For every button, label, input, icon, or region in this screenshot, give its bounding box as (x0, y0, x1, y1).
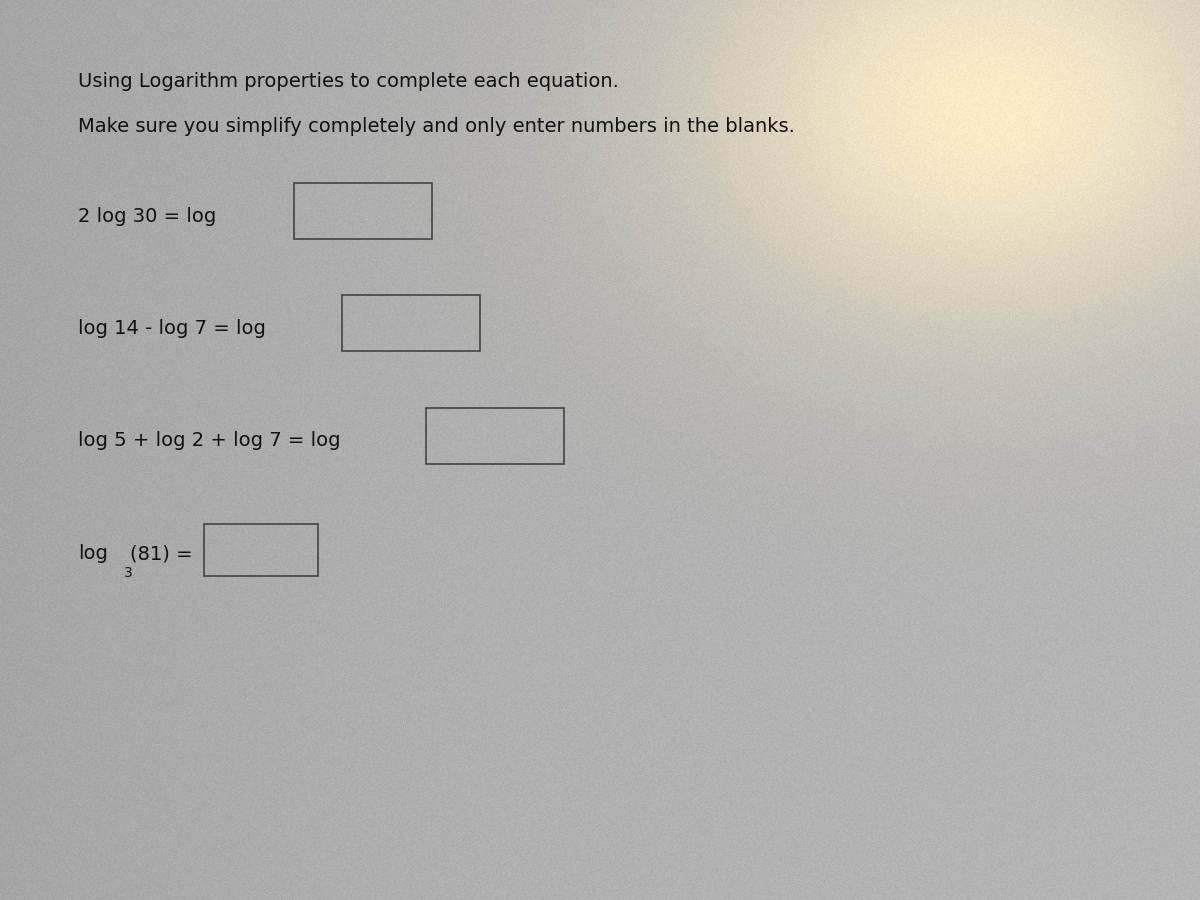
Text: log: log (78, 544, 108, 563)
Text: 3: 3 (124, 566, 132, 580)
Text: Using Logarithm properties to complete each equation.: Using Logarithm properties to complete e… (78, 72, 619, 91)
Text: 2 log 30 = log: 2 log 30 = log (78, 206, 216, 226)
Text: (81) =: (81) = (130, 544, 192, 563)
Text: Make sure you simplify completely and only enter numbers in the blanks.: Make sure you simplify completely and on… (78, 117, 794, 136)
Text: log 14 - log 7 = log: log 14 - log 7 = log (78, 319, 266, 338)
Text: log 5 + log 2 + log 7 = log: log 5 + log 2 + log 7 = log (78, 431, 341, 451)
